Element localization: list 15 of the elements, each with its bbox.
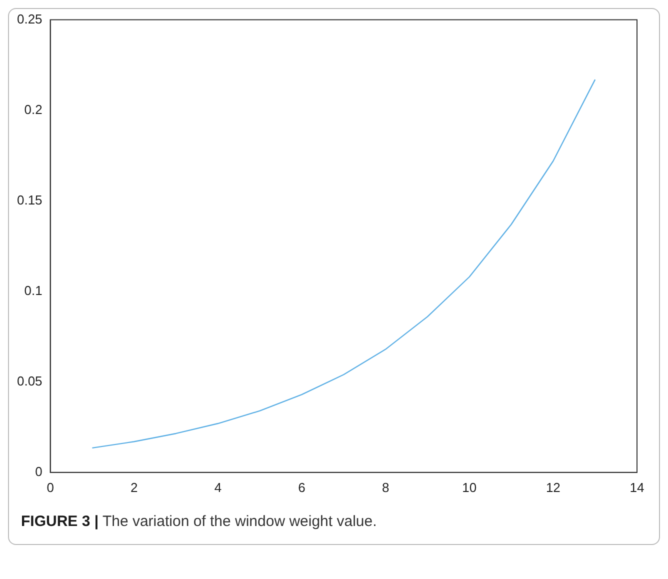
y-tick-label: 0.25 [16, 11, 42, 26]
x-tick-label: 4 [214, 480, 222, 495]
y-tick-label: 0.1 [24, 282, 42, 298]
y-tick-label: 0.05 [16, 373, 42, 388]
y-tick-label: 0.2 [24, 102, 42, 117]
x-tick-label: 14 [630, 480, 644, 495]
x-tick-label: 0 [46, 480, 54, 495]
y-tick-label: 0 [35, 464, 42, 479]
x-tick-label: 2 [130, 480, 138, 495]
x-tick-label: 12 [546, 480, 560, 495]
y-tick-label: 0.15 [16, 192, 42, 208]
x-tick-label: 6 [298, 480, 306, 495]
x-tick-label: 8 [382, 480, 390, 495]
caption: FIGURE 3 | The variation of the window weight value. [21, 513, 377, 530]
x-tick-label: 10 [462, 480, 477, 495]
